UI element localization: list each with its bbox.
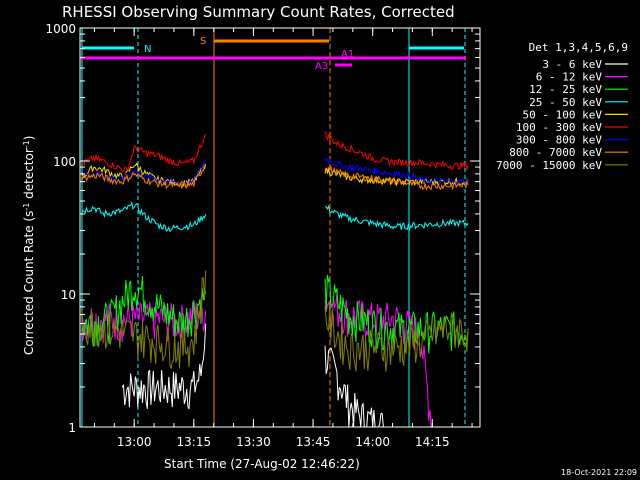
legend-label-7: 800 - 7000 keV [509,146,602,159]
y-axis-label: Corrected Count Rate (s-1 detector-1) [22,136,36,355]
series-line-6-seg2 [324,157,469,187]
legend-label-1: 6 - 12 keV [536,71,603,84]
legend-label-4: 50 - 100 keV [523,108,603,121]
y-axis-label-sup1: -1 [22,203,31,211]
series-line-7-seg2 [324,164,469,191]
chart-title: RHESSI Observing Summary Count Rates, Co… [62,3,455,21]
legend-label-2: 12 - 25 keV [529,83,602,96]
series-line-8-seg1 [81,270,207,369]
legend-header: Det 1,3,4,5,6,9 [529,41,628,54]
x-tick-label-3: 13:45 [296,435,331,449]
x-tick-label-2: 13:30 [236,435,271,449]
series-line-3-seg2 [324,204,469,231]
y-tick-label-0: 1 [68,421,76,435]
series-line-2-seg1 [81,276,207,347]
legend-label-0: 3 - 6 keV [542,58,602,71]
label-a3: A3 [315,61,328,72]
x-tick-label-5: 14:15 [415,435,450,449]
x-tick-label-4: 14:00 [355,435,390,449]
plot-frame [79,27,481,428]
x-tick-label-1: 13:15 [177,435,212,449]
y-tick-label-1: 10 [61,288,76,302]
series-line-8-seg2 [324,305,469,372]
label-s: S [200,36,206,47]
legend-label-8: 7000 - 15000 keV [496,159,602,172]
series-line-1-seg2 [324,293,433,428]
series-line-4-seg2 [324,167,469,187]
series-line-5-seg2 [324,131,469,172]
legend-label-3: 25 - 50 keV [529,96,602,109]
label-a1: A1 [341,49,354,60]
label-n: N [144,44,151,55]
series-line-7-seg1 [81,163,207,190]
y-axis-label-end: ) [22,136,36,141]
legend-label-5: 100 - 300 keV [516,121,602,134]
series-line-0-seg2 [324,345,385,428]
series-line-3-seg1 [81,201,207,233]
series-line-5-seg1 [81,133,207,172]
series-line-0-seg1 [121,323,207,410]
legend-label-6: 300 - 800 keV [516,134,602,147]
series-line-2-seg2 [324,274,469,354]
x-tick-label-0: 13:00 [117,435,152,449]
y-axis-label-main: Corrected Count Rate (s [22,211,36,355]
y-tick-label-2: 100 [53,155,76,169]
timestamp: 18-Oct-2021 22:09 [561,468,637,477]
y-axis-label-sup2: -1 [22,140,31,148]
y-axis-label-mid: detector [22,148,36,203]
y-tick-label-3: 1000 [45,22,76,36]
x-axis-label: Start Time (27-Aug-02 12:46:22) [164,457,360,471]
